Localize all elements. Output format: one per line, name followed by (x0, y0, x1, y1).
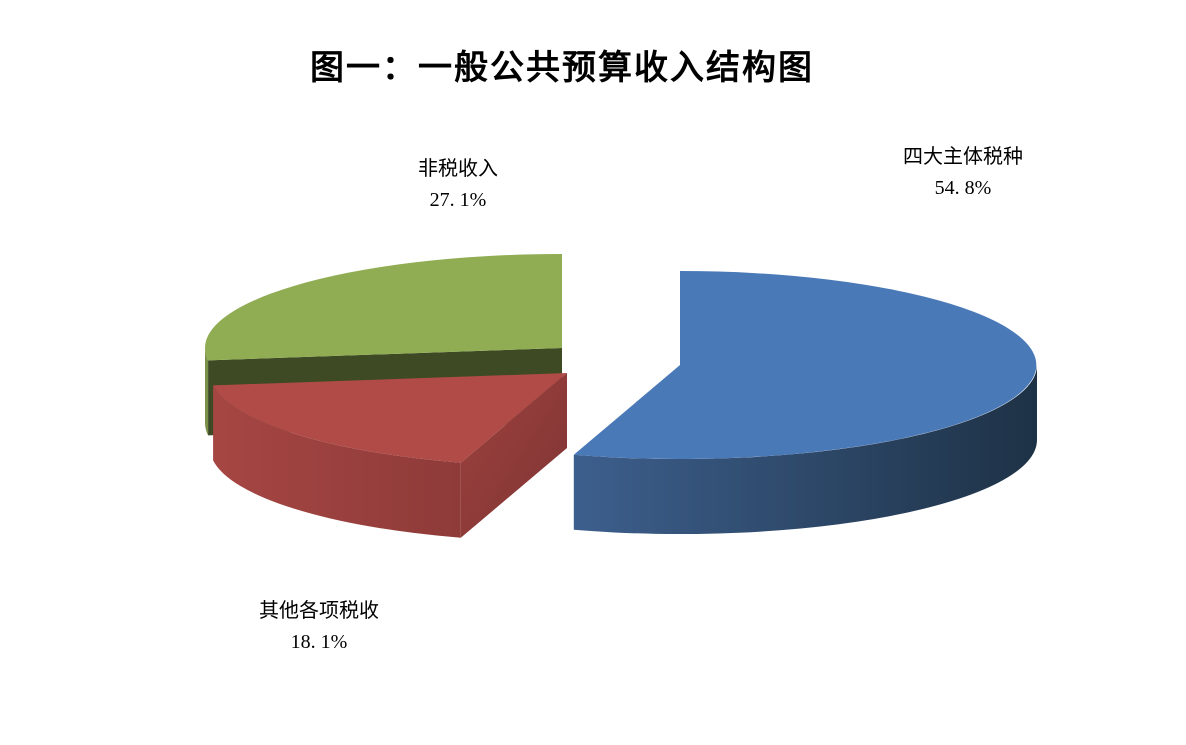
data-label-nontax-value: 27. 1% (429, 189, 487, 211)
pie-slice-other-taxes-cut-side (460, 373, 567, 538)
pie-slice-other-taxes-top (213, 373, 567, 463)
pie-slice-main-taxes-top (573, 271, 1037, 459)
data-label-main-taxes: 四大主体税种 54. 8% (903, 142, 1023, 204)
data-label-other-taxes: 其他各项税收 18. 1% (259, 596, 379, 658)
data-label-nontax-name: 非税收入 (418, 158, 498, 180)
data-label-other-taxes-value: 18. 1% (290, 631, 348, 653)
data-label-main-taxes-value: 54. 8% (934, 177, 992, 199)
pie-slice-nontax-top (204, 254, 562, 361)
pie-slice-main-taxes-rim-side (573, 365, 1037, 535)
data-label-nontax: 非税收入 27. 1% (418, 154, 498, 216)
pie-slice-main-taxes (573, 271, 1037, 535)
data-label-other-taxes-name: 其他各项税收 (259, 600, 379, 622)
chart-title: 图一：一般公共预算收入结构图 (310, 49, 814, 87)
pie-slice-other-taxes-rim-side (213, 385, 461, 538)
data-label-main-taxes-name: 四大主体税种 (903, 146, 1023, 168)
pie-slice-other-taxes (213, 373, 567, 538)
pie-slice-nontax-rim-side (204, 348, 209, 436)
